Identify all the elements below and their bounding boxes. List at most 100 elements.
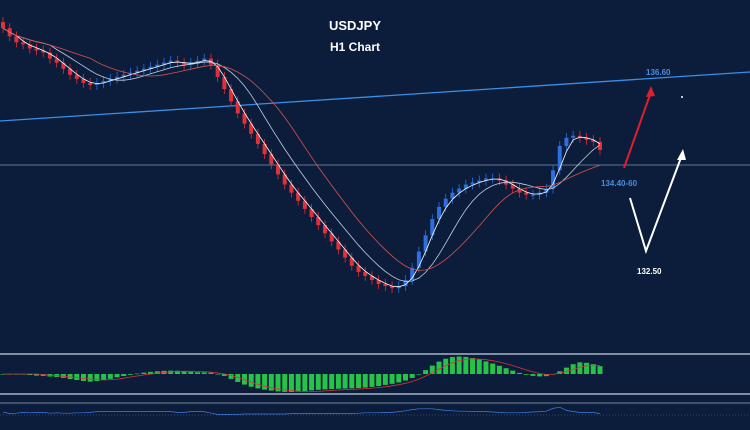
chart-subtitle: H1 Chart xyxy=(330,40,380,54)
macd-bar xyxy=(87,374,93,382)
candle-body xyxy=(81,78,86,83)
macd-bar xyxy=(456,356,462,374)
macd-bar xyxy=(174,370,180,374)
candle-body xyxy=(222,76,227,90)
macd-bar xyxy=(496,365,502,374)
candle-body xyxy=(141,68,146,71)
candle-body xyxy=(463,184,468,189)
candle-body xyxy=(296,192,301,201)
candle-body xyxy=(356,265,361,272)
candle-body xyxy=(470,182,475,185)
candle-body xyxy=(276,164,281,175)
macd-bar xyxy=(315,374,321,390)
macd-bar xyxy=(349,374,355,389)
trendline xyxy=(0,71,750,122)
macd-bar xyxy=(268,374,274,391)
candle-body xyxy=(74,74,79,79)
macd-bar xyxy=(490,363,496,374)
macd-bar xyxy=(134,373,140,375)
macd-bar xyxy=(228,374,234,379)
candle-body xyxy=(483,178,488,181)
macd-bar xyxy=(449,356,455,374)
candle-body xyxy=(195,60,200,63)
macd-bar xyxy=(543,374,549,377)
macd-bar xyxy=(282,374,288,392)
candle-body xyxy=(148,66,153,69)
macd-bar xyxy=(195,372,201,374)
macd-bar xyxy=(74,374,80,381)
candle-body xyxy=(343,249,348,258)
candle-body xyxy=(591,139,596,142)
macd-bar xyxy=(201,372,207,374)
candle-body xyxy=(336,241,341,250)
candle-body xyxy=(249,123,254,134)
macd-bar xyxy=(416,374,422,375)
candle-body xyxy=(349,257,354,266)
candle-body xyxy=(517,188,522,193)
candle-body xyxy=(121,74,126,77)
candle-body xyxy=(383,284,388,287)
macd-bar xyxy=(537,374,543,377)
macd-bar xyxy=(362,374,368,388)
candle-body xyxy=(390,286,395,289)
macd-bar xyxy=(510,370,516,374)
macd-bar xyxy=(154,371,160,374)
macd-bar xyxy=(523,374,529,375)
bullish-arrowhead xyxy=(646,86,655,97)
candle-body xyxy=(544,188,549,193)
candle-body xyxy=(477,180,482,183)
candle-body xyxy=(457,188,462,193)
candle-body xyxy=(329,233,334,242)
candle-body xyxy=(443,198,448,207)
macd-bar xyxy=(470,358,476,374)
macd-bar xyxy=(409,374,415,378)
moving-averages xyxy=(2,27,601,288)
low-label: 132.50 xyxy=(637,267,662,276)
candle-body xyxy=(571,135,576,138)
candle-body xyxy=(255,133,260,144)
macd-bar xyxy=(382,374,388,385)
macd-bar xyxy=(80,374,86,381)
moving-average-line xyxy=(2,27,601,288)
macd-bar xyxy=(436,361,442,374)
candle-body xyxy=(27,44,32,49)
macd-bar xyxy=(429,365,435,374)
candle-body xyxy=(403,280,408,287)
candle-body xyxy=(530,194,535,196)
candle-body xyxy=(215,64,220,77)
moving-average-line xyxy=(2,27,601,282)
candle-body xyxy=(269,154,274,165)
candle-body xyxy=(363,271,368,276)
macd-bar xyxy=(396,374,402,383)
macd-bar xyxy=(107,374,113,379)
candle-body xyxy=(182,62,187,65)
macd-bar xyxy=(322,374,328,390)
candle-body xyxy=(437,206,442,220)
candle-body xyxy=(369,275,374,280)
candle-body xyxy=(450,192,455,199)
macd-bar xyxy=(248,374,254,387)
candle-body xyxy=(115,76,120,79)
macd-bar xyxy=(483,361,489,374)
macd-bar xyxy=(577,362,583,374)
macd-bar xyxy=(121,374,127,376)
macd-bar xyxy=(590,364,596,374)
candle-body xyxy=(41,50,46,53)
candle-body xyxy=(161,62,166,65)
macd-histogram xyxy=(0,356,603,392)
candle-body xyxy=(54,58,59,63)
candle-body xyxy=(235,101,240,114)
macd-bar xyxy=(309,374,315,391)
candle-body xyxy=(322,225,327,234)
macd-bar xyxy=(597,366,603,374)
macd-bar xyxy=(275,374,281,392)
macd-bar xyxy=(114,374,120,378)
candle-body xyxy=(229,89,234,102)
macd-bar xyxy=(27,374,33,376)
candle-body xyxy=(557,145,562,171)
bullish-arrow xyxy=(623,91,652,169)
candle-body xyxy=(430,219,435,236)
candle-body xyxy=(262,143,267,155)
scenario-arrow xyxy=(629,154,683,255)
